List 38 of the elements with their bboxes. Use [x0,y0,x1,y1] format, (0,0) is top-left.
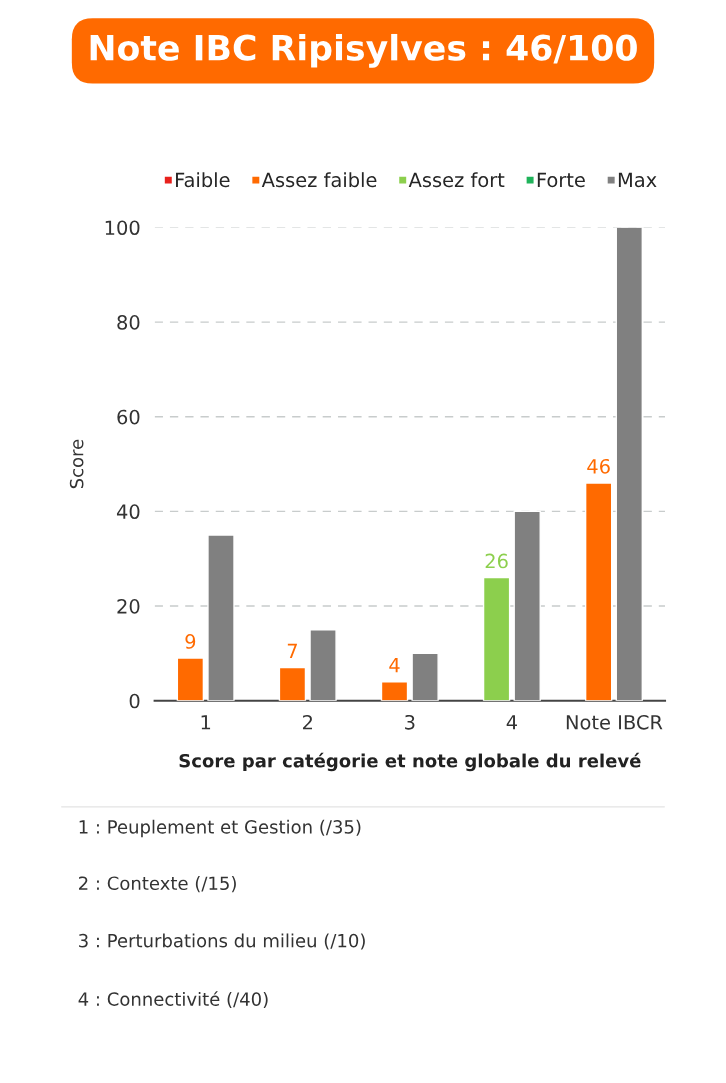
legend-label: Faible [176,172,230,188]
x-tick-label: 3 [405,714,415,730]
x-tick-label: 2 [302,714,312,730]
bar [309,629,337,701]
y-tick-label: 40 [116,504,140,520]
legend-label: Assez fort [408,172,505,188]
bar [615,227,643,701]
data-label: 46 [587,458,610,474]
text: 3 : Perturbations du milieu (/10) [79,933,365,950]
y-tick-label: 100 [105,220,140,236]
x-tick-label: 1 [201,715,211,730]
legend-label: Assez faible [261,172,377,188]
x-tick-label: 4 [506,715,517,730]
bar [584,482,613,701]
legend-label: Max [618,172,657,188]
legend-label: Forte [537,172,585,188]
y-tick-label: 60 [117,409,140,425]
bar [278,666,307,701]
data-label: 26 [485,553,508,569]
bar [380,681,409,701]
y-tick-label: 20 [117,599,140,614]
bar [176,657,205,701]
text: 4 : Connectivité (/40) [78,991,268,1009]
y-axis-title: Score [69,439,84,489]
text: 1 : Peuplement et Gestion (/35) [79,819,361,838]
bar [513,510,541,701]
y-tick-label: 0 [129,693,140,709]
bar [411,652,439,701]
chart-title: Note IBC Ripisylves : 46/100 [90,33,637,68]
data-label: 4 [389,657,400,673]
text: 2 : Contexte (/15) [79,876,236,893]
bar [482,576,511,701]
x-tick-label: Note IBCR [566,714,663,730]
bar [207,534,235,701]
x-axis-title: Score par catégorie et note globale du relevé [179,752,641,772]
y-tick-label: 80 [117,315,140,330]
data-label: 9 [185,634,196,649]
data-label: 7 [287,643,297,658]
